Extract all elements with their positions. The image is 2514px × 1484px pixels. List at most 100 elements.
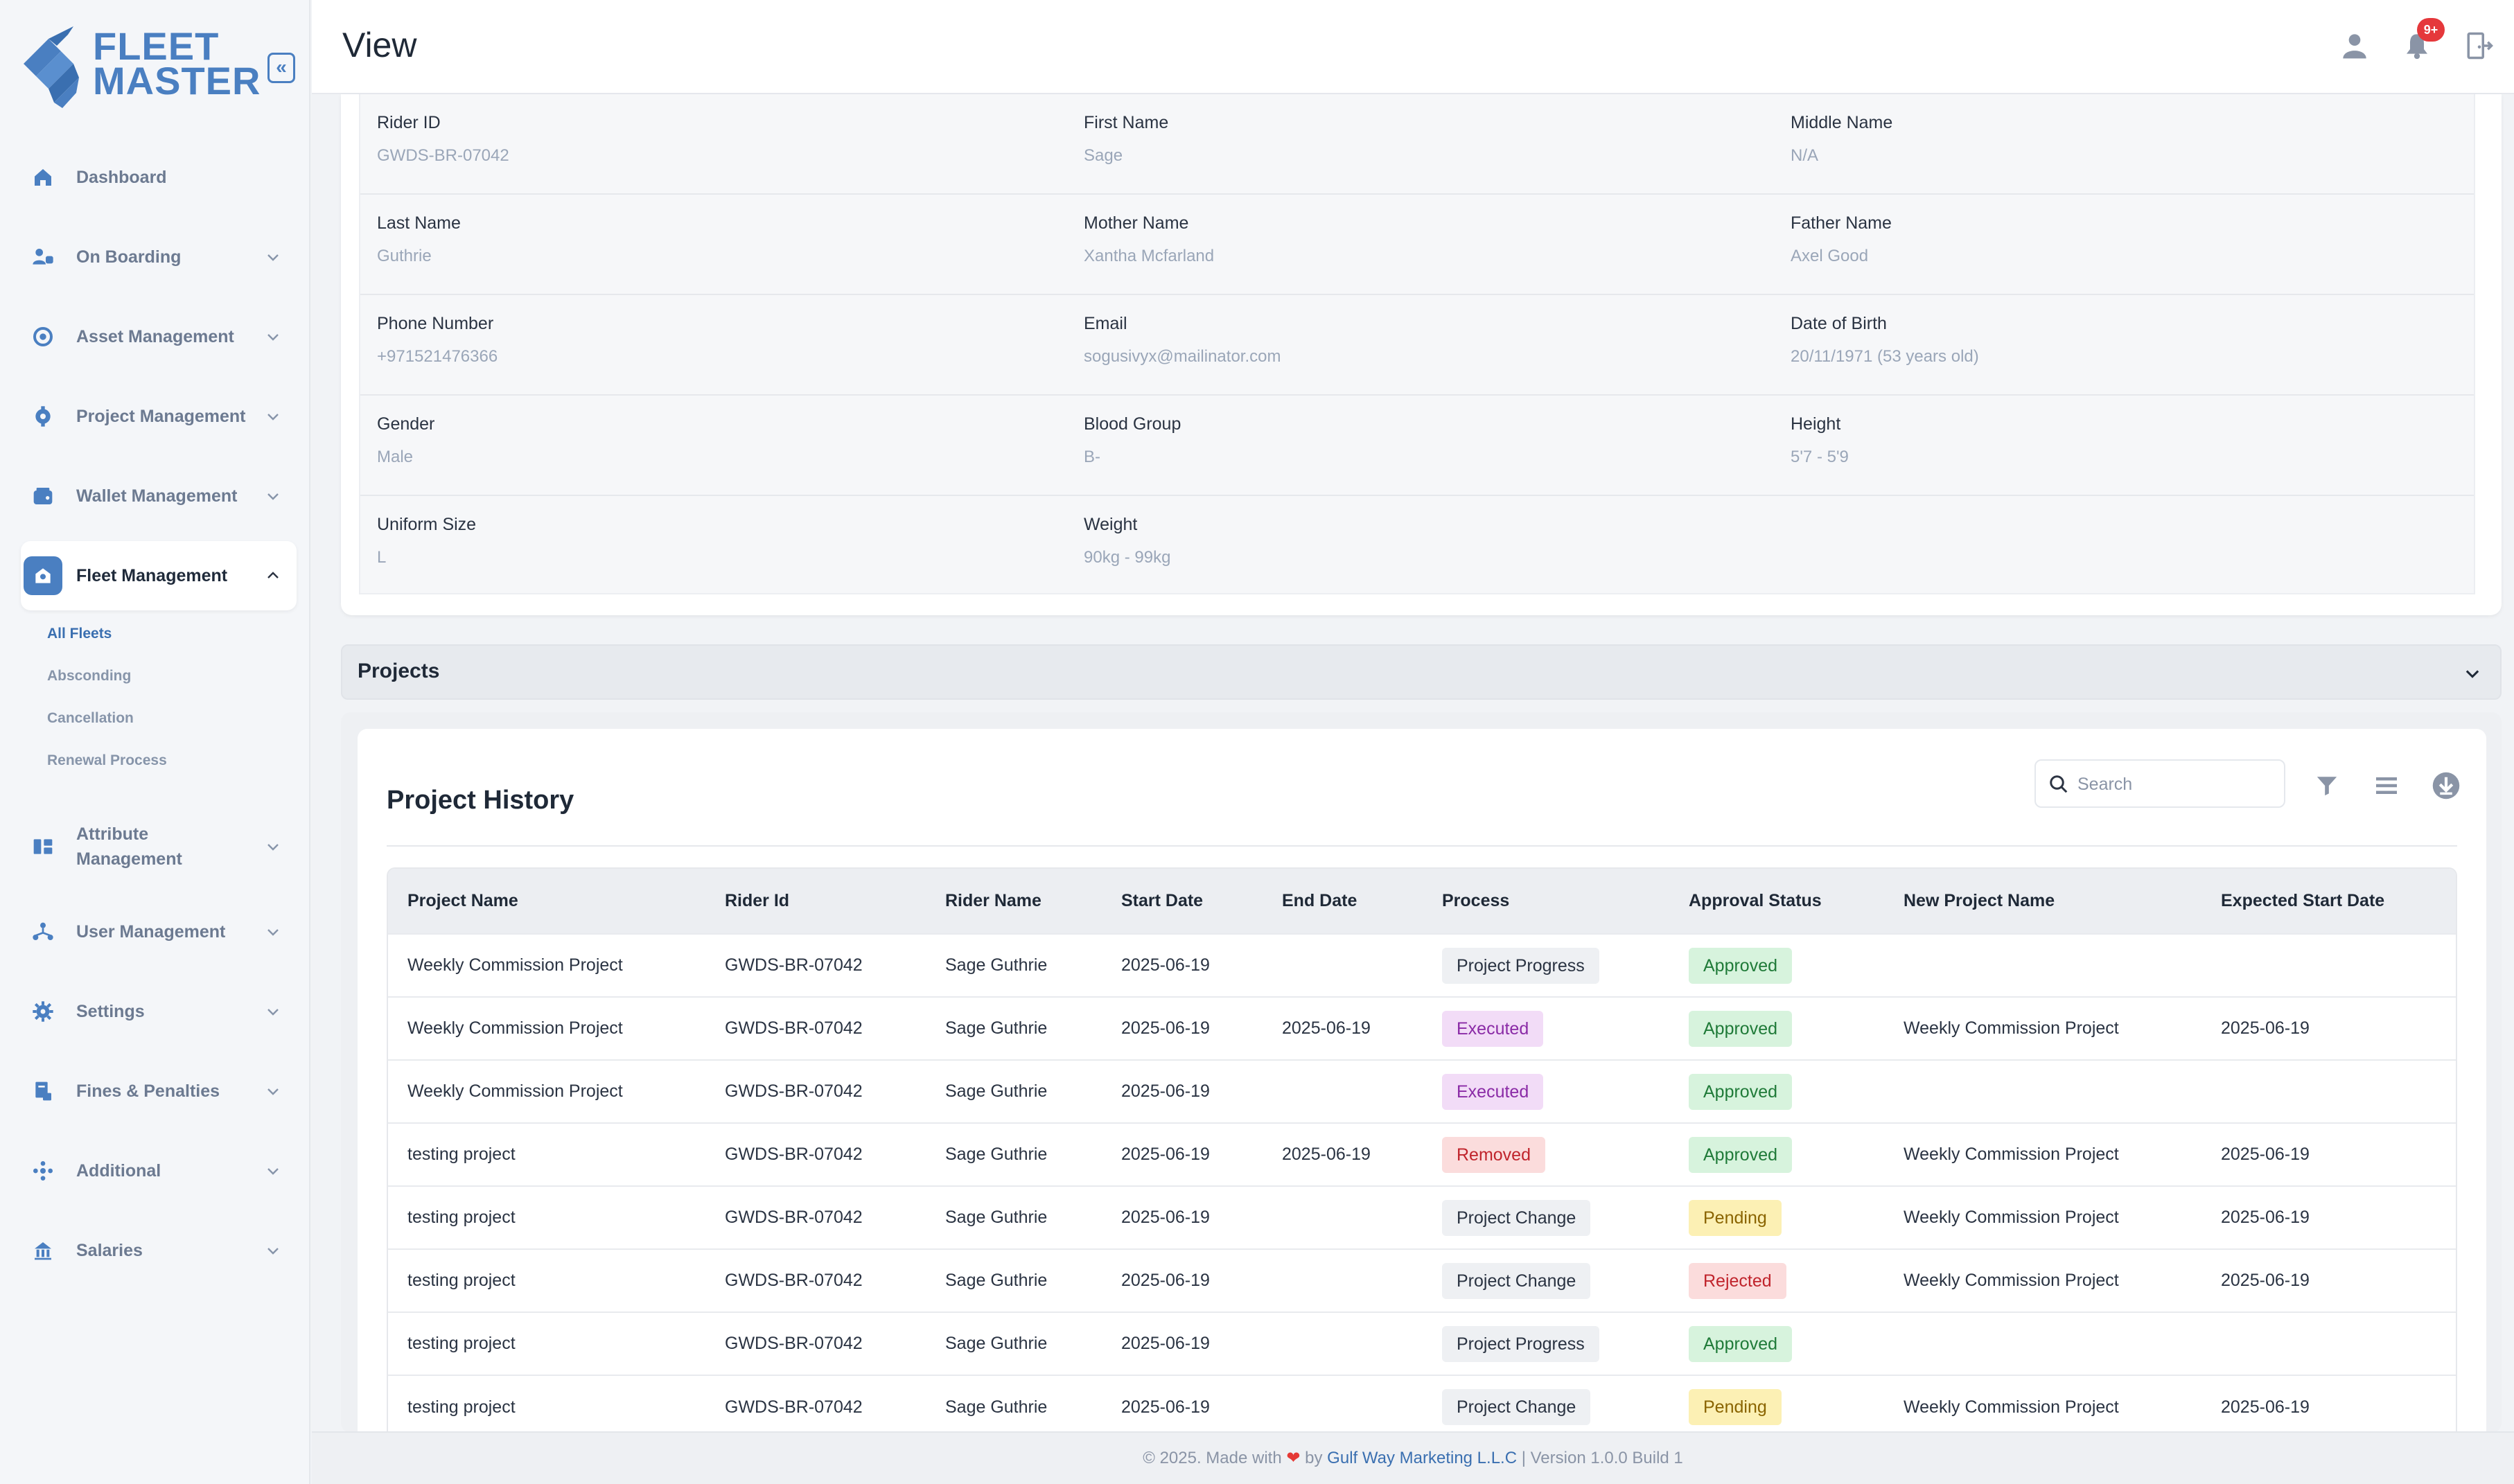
sidebar-item-on-boarding[interactable]: On Boarding	[21, 217, 297, 297]
field-first-name: First Name Sage	[1084, 113, 1169, 165]
filter-icon[interactable]	[2312, 770, 2342, 801]
search-box	[2034, 759, 2285, 808]
column-header[interactable]: End Date	[1282, 891, 1357, 910]
process-badge: Project Progress	[1442, 1325, 1599, 1362]
cell-expected-start-date: 2025-06-19	[2221, 1208, 2310, 1227]
column-header[interactable]: Process	[1442, 891, 1510, 910]
sidebar-item-wallet-management[interactable]: Wallet Management	[21, 456, 297, 536]
table-row[interactable]: testing project GWDS-BR-07042 Sage Guthr…	[388, 1186, 2456, 1249]
process-badge: Project Progress	[1442, 947, 1599, 984]
subnav-cancellation[interactable]: Cancellation	[47, 710, 134, 726]
column-header[interactable]: New Project Name	[1904, 891, 2055, 910]
table-row[interactable]: testing project GWDS-BR-07042 Sage Guthr…	[388, 1123, 2456, 1186]
cell-end-date	[1263, 1060, 1423, 1123]
chevron-down-icon	[267, 1247, 279, 1255]
footer-company-link[interactable]: Gulf Way Marketing L.L.C	[1327, 1449, 1518, 1467]
details-row: Last Name Guthrie Mother Name Xantha Mcfar…	[360, 195, 2474, 295]
columns-menu-icon[interactable]	[2371, 770, 2402, 801]
onboarding-icon	[24, 238, 62, 276]
sidebar-item-fines-penalties[interactable]: Fines & Penalties	[21, 1051, 297, 1131]
cell-start-date: 2025-06-19	[1121, 1397, 1210, 1417]
collapse-sidebar-button[interactable]: «	[267, 53, 295, 83]
cell-end-date	[1263, 1186, 1423, 1249]
field-height: Height 5'7 - 5'9	[1791, 414, 1849, 466]
subnav-absconding[interactable]: Absconding	[47, 668, 132, 684]
status-badge: Approved	[1689, 1136, 1793, 1173]
sidebar-item-label: Project Management	[76, 406, 246, 426]
cell-process: Executed	[1423, 997, 1669, 1060]
sidebar-nav: Dashboard On Boarding Asset Management P…	[21, 137, 297, 1290]
cell-end-date	[1263, 1375, 1423, 1438]
details-row: Rider ID GWDS-BR-07042 First Name Sage Mid…	[360, 94, 2474, 195]
process-badge: Project Change	[1442, 1262, 1591, 1299]
salaries-icon	[24, 1231, 62, 1270]
subnav-renewal-process[interactable]: Renewal Process	[47, 752, 167, 768]
field-last-name: Last Name Guthrie	[377, 213, 461, 265]
table-row[interactable]: testing project GWDS-BR-07042 Sage Guthr…	[388, 1249, 2456, 1312]
chevron-down-icon	[267, 1088, 279, 1095]
cell-new-project-name: Weekly Commission Project	[1904, 1271, 2119, 1290]
column-header[interactable]: Project Name	[407, 891, 518, 910]
sidebar-item-label: Fines & Penalties	[76, 1081, 220, 1101]
table-row[interactable]: Weekly Commission Project GWDS-BR-07042 …	[388, 1060, 2456, 1123]
sidebar-item-label: Attribute Management	[76, 824, 182, 869]
column-header[interactable]: Start Date	[1121, 891, 1204, 910]
project-icon	[24, 397, 62, 436]
sidebar-item-user-management[interactable]: User Management	[21, 892, 297, 971]
process-badge: Executed	[1442, 1010, 1544, 1047]
column-header[interactable]: Expected Start Date	[2221, 891, 2385, 910]
cell-approval-status: Approved	[1669, 1312, 1884, 1375]
cell-rider-id: GWDS-BR-07042	[725, 1145, 863, 1164]
cell-project-name: Weekly Commission Project	[407, 1081, 623, 1101]
sidebar-item-salaries[interactable]: Salaries	[21, 1210, 297, 1290]
cell-approval-status: Approved	[1669, 1123, 1884, 1186]
column-header[interactable]: Rider Id	[725, 891, 790, 910]
process-badge: Project Change	[1442, 1389, 1591, 1425]
table-row[interactable]: testing project GWDS-BR-07042 Sage Guthr…	[388, 1375, 2456, 1438]
fleet-icon	[24, 556, 62, 595]
additional-icon	[24, 1151, 62, 1190]
project-history-table: Project Name Rider Id Rider Name Start D…	[387, 867, 2457, 1449]
cell-start-date: 2025-06-19	[1121, 1145, 1210, 1164]
details-row: Uniform Size L Weight 90kg - 99kg	[360, 496, 2474, 597]
sidebar-item-attribute-management[interactable]: Attribute Management	[21, 802, 297, 892]
sidebar-item-project-management[interactable]: Project Management	[21, 376, 297, 456]
subnav-all-fleets[interactable]: All Fleets	[47, 626, 112, 642]
search-icon	[2050, 775, 2068, 793]
sidebar-item-asset-management[interactable]: Asset Management	[21, 297, 297, 376]
cell-new-project-name: Weekly Commission Project	[1904, 1397, 2119, 1417]
cell-rider-name: Sage Guthrie	[945, 955, 1048, 975]
details-row: Phone Number +971521476366 Email sogusivyx…	[360, 295, 2474, 396]
table-row[interactable]: Weekly Commission Project GWDS-BR-07042 …	[388, 934, 2456, 997]
chevron-down-icon	[267, 413, 279, 421]
projects-accordion[interactable]: Projects	[341, 644, 2502, 700]
cell-approval-status: Approved	[1669, 997, 1884, 1060]
notification-bell-icon[interactable]: 9+	[2398, 18, 2445, 65]
chevron-down-icon	[2465, 670, 2479, 678]
download-icon[interactable]	[2431, 770, 2461, 801]
cell-rider-name: Sage Guthrie	[945, 1081, 1048, 1101]
cell-end-date: 2025-06-19	[1282, 1145, 1371, 1164]
column-header[interactable]: Rider Name	[945, 891, 1041, 910]
user-profile-icon[interactable]	[2335, 26, 2374, 65]
table-row[interactable]: Weekly Commission Project GWDS-BR-07042 …	[388, 997, 2456, 1060]
column-header[interactable]: Approval Status	[1689, 891, 1822, 910]
logout-icon[interactable]	[2460, 26, 2499, 65]
sidebar-item-dashboard[interactable]: Dashboard	[21, 137, 297, 217]
project-history-section: Project History Project Name Ri	[341, 712, 2502, 1449]
brand-logo[interactable]: FLEET MASTER	[21, 25, 260, 111]
search-input[interactable]	[2077, 769, 2278, 800]
table-header-row: Project Name Rider Id Rider Name Start D…	[388, 869, 2456, 934]
cell-expected-start-date: 2025-06-19	[2221, 1018, 2310, 1038]
sidebar-item-settings[interactable]: Settings	[21, 971, 297, 1051]
sidebar-item-additional[interactable]: Additional	[21, 1131, 297, 1210]
table-row[interactable]: testing project GWDS-BR-07042 Sage Guthr…	[388, 1312, 2456, 1375]
cell-new-project-name: Weekly Commission Project	[1904, 1208, 2119, 1227]
status-badge: Rejected	[1689, 1262, 1786, 1299]
cell-start-date: 2025-06-19	[1121, 1081, 1210, 1101]
sidebar-item-label: Additional	[76, 1160, 161, 1181]
chevron-down-icon	[267, 1008, 279, 1016]
cell-expected-start-date: 2025-06-19	[2221, 1397, 2310, 1417]
sidebar-item-fleet-management[interactable]: Fleet Management	[21, 541, 297, 610]
divider	[387, 845, 2457, 847]
